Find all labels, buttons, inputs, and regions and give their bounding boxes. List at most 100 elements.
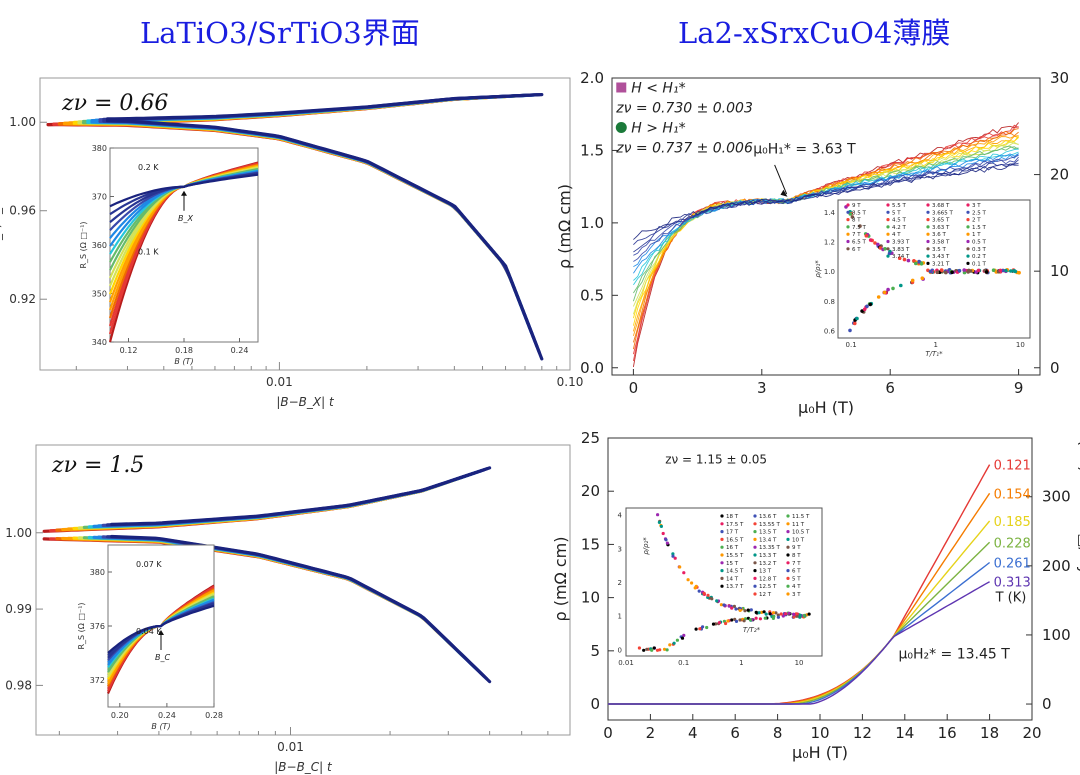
panel-a-inset-x-tick-label: 0.18: [175, 346, 193, 355]
panel-c-inset-legend-label: 6.5 T: [852, 240, 866, 246]
panel-c-y-label: ρ (mΩ cm): [555, 184, 574, 269]
panel-c-inset-point: [928, 269, 933, 274]
panel-d-inset-point: [727, 604, 731, 608]
panel-c-inset-x-tick-label: 10: [1016, 341, 1025, 349]
panel-d-inset-point: [762, 610, 766, 614]
panel-d-inset-legend-marker: [786, 561, 790, 565]
panel-c-inset-legend-label: 3.665 T: [932, 210, 953, 216]
panel-d-inset-legend-label: 16.5 T: [726, 537, 744, 543]
panel-c-right-tick-label: 30: [1050, 69, 1069, 87]
panel-d-inset-legend-label: 11.5 T: [792, 514, 810, 520]
panel-d-inset-legend-marker: [720, 537, 724, 542]
right-heading: La2-xSrxCuO4薄膜: [678, 16, 951, 50]
panel-a-inset-y-tick-label: 350: [92, 290, 107, 299]
panel-a-inset: 0.12 0.18 0.24 340 350 360 370 380 B (T) R_S (Ω □…: [79, 144, 259, 366]
panel-c-inset-point: [868, 238, 873, 242]
panel-d-inset-legend-marker: [753, 545, 757, 549]
panel-d-inset-point: [724, 621, 728, 626]
panel-d-inset-point: [702, 591, 706, 596]
panel-c-inset-legend-label: 6 T: [852, 247, 861, 253]
panel-d-inset-legend-label: 10 T: [792, 537, 805, 543]
panel-b-inset-y-tick-label: 372: [90, 676, 105, 685]
panel-d-series-label: 0.313: [994, 576, 1031, 591]
panel-c-inset-point: [906, 258, 911, 263]
panel-a-y-tick-label: 0.92: [9, 292, 36, 306]
panel-d-right-label: R□/layer: [1076, 523, 1080, 591]
panel-d-inset-point: [658, 648, 662, 652]
panel-d-inset-point: [726, 619, 730, 623]
panel-c-inset-legend-marker: [966, 239, 970, 244]
panel-d-inset-legend-marker: [786, 537, 790, 542]
panel-d-inset-point: [652, 646, 656, 650]
panel-c-inset-point: [957, 268, 962, 273]
panel-a-inset-y-tick-label: 380: [92, 144, 107, 153]
panel-d-inset-point: [764, 612, 768, 616]
panel-d-inset-point: [701, 625, 705, 629]
panel-c-inset-legend-marker: [846, 239, 850, 244]
panel-c-curve: [633, 146, 1019, 294]
panel-c-inset-point: [887, 251, 892, 256]
panel-d-inset-point: [671, 554, 675, 558]
panel-c-inset-point: [940, 268, 944, 273]
panel-d-inset-point: [746, 608, 750, 612]
panel-c-inset-legend-marker: [926, 203, 930, 207]
panel-d-y-tick-label: 15: [581, 535, 600, 553]
panel-d-inset-point: [680, 636, 685, 640]
panel-d-y-tick-label: 0: [590, 695, 600, 713]
panel-c-inset-legend-label: 9 T: [852, 203, 861, 209]
panel-c-y-tick-label: 1.0: [580, 214, 604, 232]
panel-d-inset-legend-marker: [753, 514, 757, 518]
panel-c-inset-point: [1013, 269, 1018, 274]
panel-d-inset-legend-marker: [753, 569, 757, 573]
panel-d-inset-point: [698, 627, 702, 631]
panel-c-inset-legend-marker: [886, 239, 890, 244]
panel-c-inset-legend-marker: [966, 261, 970, 265]
panel-d-inset-legend-marker: [720, 553, 724, 557]
panel-d-callout: μ₀H₂* = 13.45 T: [898, 646, 1010, 662]
panel-d-x-tick-label: 12: [853, 724, 872, 742]
panel-c-inset-legend-marker: [846, 210, 850, 214]
panel-d-inset-legend-marker: [720, 584, 724, 588]
panel-d-inset-legend-label: 5 T: [792, 576, 801, 582]
panel-d-inset-point: [781, 614, 785, 618]
panel-d-inset-legend-label: 13 T: [759, 569, 772, 575]
panel-d-inset-point: [697, 589, 701, 593]
panel-d-inset-point: [798, 615, 802, 619]
panel-d-inset-point: [642, 648, 646, 652]
panel-a-inset-label-cross: B_X: [178, 214, 193, 223]
panel-d-inset-point: [743, 609, 747, 613]
panel-c-inset-point: [864, 234, 869, 238]
panel-a-inset-y-label: R_S (Ω □⁻¹): [79, 221, 88, 268]
panel-c-inset-legend-marker: [886, 203, 890, 207]
panel-b-x-tick-label: 0.01: [277, 740, 304, 754]
panel-d-inset-point: [671, 552, 675, 556]
panel-c-inset-point: [876, 242, 880, 247]
panel-c-inset-legend-label: 1.5 T: [972, 225, 986, 231]
panel-d-inset-legend-label: 14 T: [726, 576, 739, 582]
panel-c-inset-legend-marker: [966, 254, 970, 258]
panel-d-inset-point: [795, 614, 799, 618]
panel-d-inset-point: [734, 619, 739, 624]
panel-c-inset-point: [886, 287, 890, 292]
panel-b-lower-curve: [110, 534, 492, 684]
panel-d-inset-point: [771, 616, 776, 621]
panel-d-inset-point: [686, 578, 690, 582]
panel-c-inset-legend-marker: [966, 210, 970, 214]
panel-d-inset-y-tick-label: 3: [618, 545, 622, 553]
panel-d-inset-legend-label: 15 T: [726, 561, 739, 567]
panel-c-legend-text: zν = 0.737 ± 0.006: [615, 140, 753, 156]
panel-d-inset-legend-label: 8 T: [792, 553, 801, 559]
panel-d-inset-point: [730, 606, 734, 610]
panel-d-inset-point: [742, 619, 746, 623]
panel-c-inset-x-tick-label: 1: [933, 341, 937, 349]
panel-d-inset-legend-label: 13.5 T: [759, 530, 777, 536]
panel-c-inset-legend-marker: [926, 247, 930, 251]
panel-d-inset-point: [730, 618, 734, 622]
panel-d-inset-point: [763, 616, 767, 620]
panel-c-inset-point: [848, 212, 853, 216]
panel-d-right-tick-label: 200: [1042, 557, 1071, 575]
panel-c-inset-point: [855, 316, 859, 321]
panel-d-inset-legend-marker: [753, 530, 757, 534]
panel-d-y-tick-label: 5: [590, 642, 600, 660]
panel-a-inset-x-label: B (T): [174, 357, 193, 366]
